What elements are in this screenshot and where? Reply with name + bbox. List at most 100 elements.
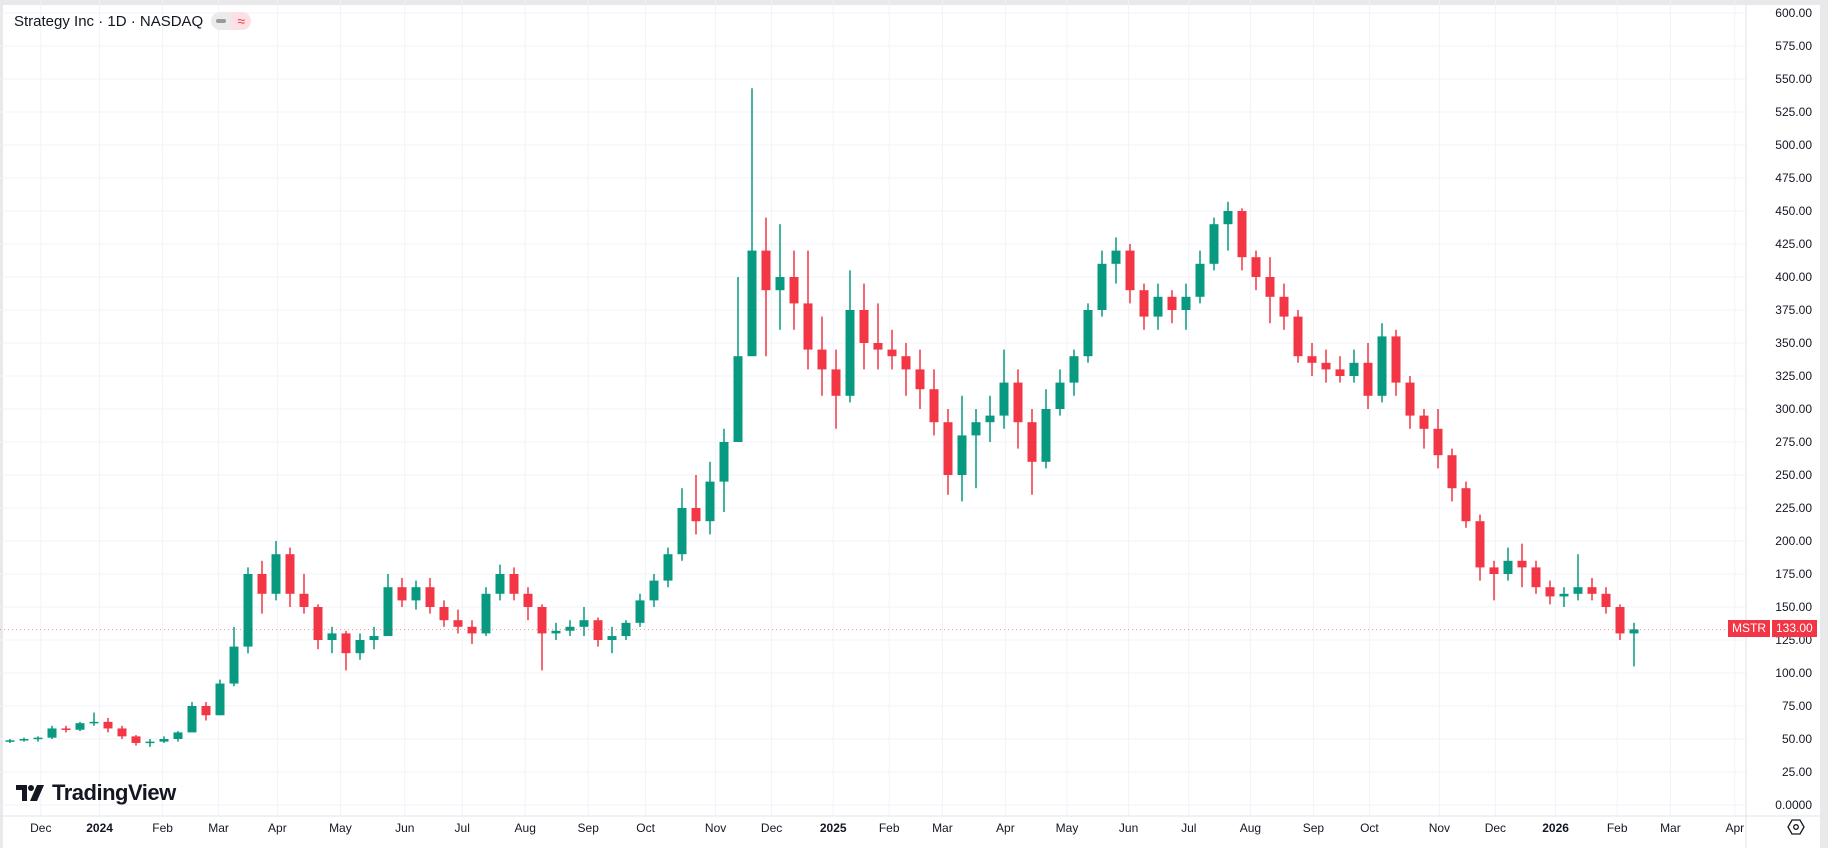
- candle-body: [89, 721, 99, 724]
- candle-down: [1013, 369, 1023, 449]
- candle-body: [1223, 211, 1233, 225]
- candle-up: [47, 725, 57, 739]
- x-tick-label: 2025: [820, 821, 847, 835]
- x-tick-label: Feb: [1607, 821, 1628, 835]
- candle-body: [411, 587, 421, 601]
- tradingview-logo[interactable]: TradingView: [16, 780, 176, 806]
- x-tick-label: Oct: [1360, 821, 1379, 835]
- candle-body: [425, 587, 435, 607]
- y-tick-label: 475.00: [1775, 171, 1812, 185]
- candle-up: [985, 395, 995, 442]
- symbol-title[interactable]: Strategy Inc · 1D · NASDAQ: [14, 12, 204, 30]
- candle-down: [803, 250, 813, 370]
- minus-icon[interactable]: [211, 12, 232, 30]
- candle-body: [61, 728, 71, 730]
- candle-body: [887, 349, 897, 357]
- candle-down: [943, 409, 953, 495]
- y-tick-label: 200.00: [1775, 534, 1812, 548]
- candle-body: [789, 277, 799, 304]
- candle-down: [1293, 310, 1303, 363]
- candle-down: [1125, 244, 1135, 304]
- x-tick-label: Jun: [1119, 821, 1138, 835]
- candle-up: [5, 739, 15, 743]
- x-tick-label: Sep: [578, 821, 600, 835]
- candle-body: [1181, 296, 1191, 310]
- candle-body: [1349, 362, 1359, 376]
- candle-body: [1307, 356, 1317, 363]
- legend-toggle-pill[interactable]: ≈: [211, 12, 252, 30]
- candle-body: [915, 369, 925, 390]
- candle-up: [1097, 250, 1107, 317]
- y-tick-label: 575.00: [1775, 39, 1812, 53]
- candle-body: [1475, 521, 1485, 568]
- candle-down: [425, 577, 435, 614]
- last-price-tag: MSTR 133.00: [1728, 620, 1817, 638]
- candle-up: [215, 679, 225, 716]
- candle-body: [845, 310, 855, 396]
- tradingview-logo-icon: [16, 785, 44, 801]
- candle-body: [649, 580, 659, 601]
- candle-down: [929, 369, 939, 436]
- x-tick-label: Mar: [208, 821, 229, 835]
- candle-up: [1041, 389, 1051, 469]
- gear-icon[interactable]: [1786, 817, 1806, 837]
- candle-up: [621, 620, 631, 640]
- candle-body: [341, 633, 351, 654]
- candle-down: [1335, 356, 1345, 383]
- candle-up: [1209, 217, 1219, 271]
- candle-body: [929, 389, 939, 423]
- candle-body: [1447, 455, 1457, 489]
- candle-body: [1209, 224, 1219, 264]
- wave-icon[interactable]: ≈: [231, 12, 252, 30]
- x-tick-label: Apr: [996, 821, 1015, 835]
- x-tick-label: 2024: [86, 821, 113, 835]
- candle-body: [1419, 415, 1429, 429]
- candle-down: [789, 250, 799, 330]
- candle-body: [117, 728, 127, 737]
- candle-up: [845, 270, 855, 403]
- y-tick-label: 225.00: [1775, 501, 1812, 515]
- candle-up: [1559, 587, 1569, 607]
- candle-body: [537, 607, 547, 634]
- x-tick-label: 2026: [1542, 821, 1569, 835]
- candle-up: [1069, 349, 1079, 396]
- candle-body: [1377, 336, 1387, 396]
- candle-body: [733, 356, 743, 442]
- candle-body: [523, 593, 533, 607]
- candle-body: [509, 574, 519, 594]
- candle-body: [1083, 310, 1093, 357]
- x-tick-label: Jul: [455, 821, 470, 835]
- y-tick-label: 425.00: [1775, 237, 1812, 251]
- candle-body: [719, 442, 729, 482]
- candle-body: [1433, 428, 1443, 456]
- window-top-border: [0, 0, 1828, 5]
- candle-up: [551, 622, 561, 640]
- candle-up: [971, 409, 981, 489]
- y-tick-label: 100.00: [1775, 666, 1812, 680]
- candle-down: [1307, 343, 1317, 376]
- candle-up: [607, 626, 617, 654]
- candle-body: [551, 630, 561, 634]
- candle-body: [901, 356, 911, 370]
- candle-down: [103, 717, 113, 733]
- candle-down: [61, 725, 71, 733]
- candle-down: [537, 604, 547, 671]
- y-tick-label: 175.00: [1775, 567, 1812, 581]
- x-tick-label: Mar: [932, 821, 953, 835]
- candle-down: [1237, 208, 1247, 271]
- candle-body: [1279, 296, 1289, 317]
- candle-body: [159, 739, 169, 742]
- candle-body: [1391, 336, 1401, 383]
- candle-body: [1041, 409, 1051, 462]
- candle-body: [761, 250, 771, 291]
- candle-down: [1321, 349, 1331, 383]
- logo-text: TradingView: [52, 780, 176, 805]
- candle-up: [719, 428, 729, 512]
- candle-body: [397, 587, 407, 601]
- candle-up: [733, 277, 743, 442]
- candle-up: [355, 633, 365, 660]
- candle-body: [1559, 593, 1569, 597]
- candle-down: [761, 217, 771, 357]
- candle-body: [299, 593, 309, 607]
